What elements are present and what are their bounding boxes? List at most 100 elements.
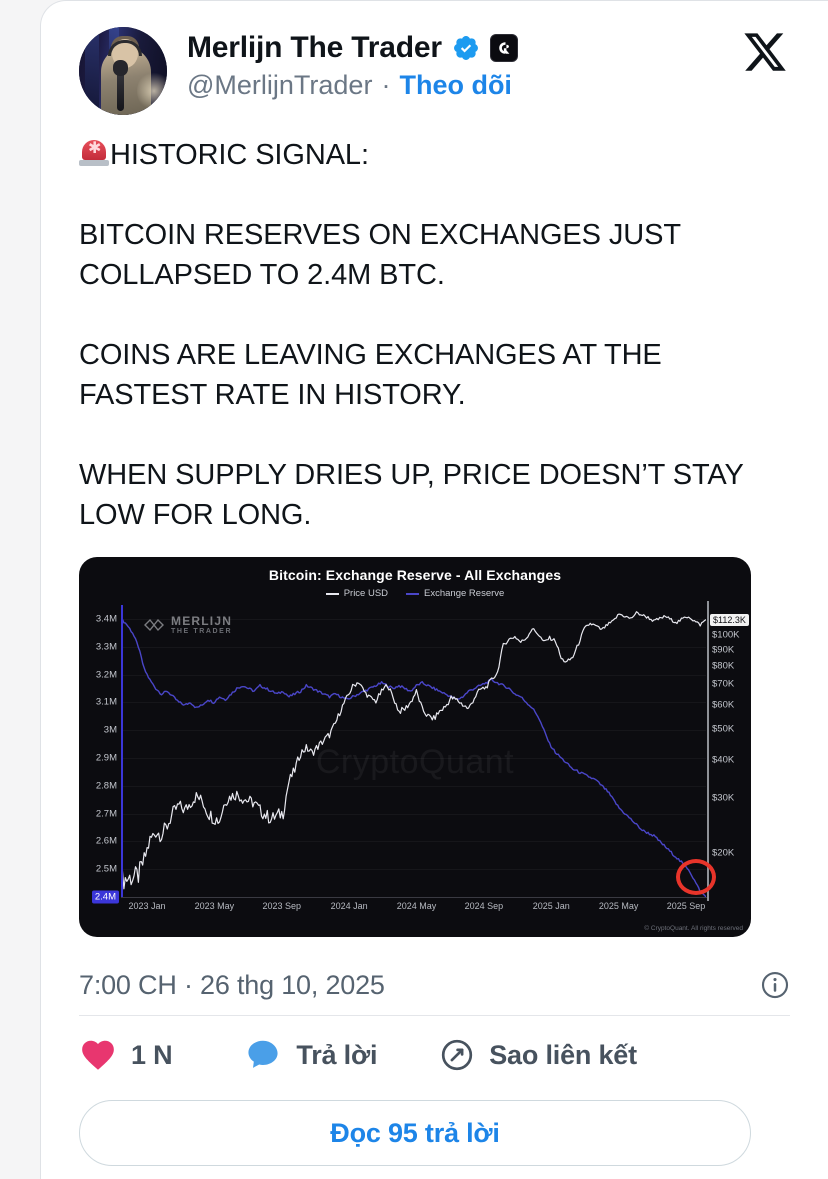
chart-gridline: [121, 702, 706, 704]
avatar[interactable]: [79, 27, 167, 115]
legend-label-price: Price USD: [343, 588, 389, 599]
tweet-timestamp: 7:00 CH · 26 thg 10, 2025: [79, 969, 385, 1000]
rotating-light-siren-emoji: ✱: [79, 138, 109, 168]
chart-copyright: © CryptoQuant. All rights reserved: [644, 925, 743, 932]
cryptoquant-watermark: CryptoQuant: [315, 743, 515, 781]
cryptoquant-affiliate-badge-icon[interactable]: [489, 34, 518, 62]
x-axis-tick: 2024 Sep: [464, 901, 504, 911]
watermark-line-2: THE TRADER: [171, 628, 233, 635]
tweet-header: Merlijn The Trader @MerlijnTrader ·: [79, 1, 790, 119]
chart-series-price: [121, 611, 706, 891]
legend-swatch-price: [325, 592, 339, 595]
y-axis-left-tick: 3.4M: [95, 613, 117, 625]
y-axis-right-tick: $80K: [712, 660, 735, 671]
collapse-annotation-circle: [676, 859, 716, 895]
y-axis-left-tick: 2.5M: [95, 863, 117, 875]
legend-label-reserve: Exchange Reserve: [424, 588, 505, 599]
chart-gridline: [121, 841, 706, 843]
y-axis-left-tick: 2.9M: [95, 752, 117, 764]
chart-gridline: [121, 869, 706, 871]
chart-series-layer: [121, 611, 706, 897]
chart-x-axis: 2023 Jan 2023 May 2023 Sep 2024 Jan 2024 May…: [121, 901, 706, 917]
legend-swatch-reserve: [406, 592, 420, 595]
infinity-logo-icon: [144, 618, 164, 632]
y-axis-right-tick: $60K: [712, 699, 735, 710]
chart-gridline: [121, 785, 706, 787]
x-axis-tick: 2023 Jan: [128, 901, 166, 911]
paragraph-spacer: [79, 415, 790, 455]
chart-bottom-axis-line: [121, 897, 707, 898]
chart-gridline: [121, 813, 706, 815]
y-axis-right-tick: $50K: [712, 723, 735, 735]
reply-button[interactable]: Trả lời: [244, 1036, 377, 1074]
y-axis-left-tick: 2.4M: [91, 890, 119, 904]
avatar-light-glow: [137, 71, 167, 111]
avatar-backdrop-stripe: [85, 27, 99, 115]
x-axis-tick: 2023 May: [194, 901, 235, 911]
account-identity: Merlijn The Trader @MerlijnTrader ·: [187, 27, 518, 101]
chart-left-axis-line: [121, 605, 123, 897]
legend-item-reserve: Exchange Reserve: [406, 588, 504, 599]
y-axis-right-tick: $90K: [712, 644, 735, 655]
name-row: Merlijn The Trader: [187, 31, 518, 65]
y-axis-left-tick: 2.7M: [95, 808, 117, 820]
read-replies-label: Đọc 95 trả lời: [330, 1117, 500, 1148]
tweet-body: ✱ HISTORIC SIGNAL: BITCOIN RESERVES ON EX…: [79, 135, 790, 535]
like-button[interactable]: 1 N: [79, 1036, 173, 1074]
watermark-line-1: MERLIJN: [171, 614, 233, 628]
display-name[interactable]: Merlijn The Trader: [187, 31, 442, 64]
tweet-meta-row: 7:00 CH · 26 thg 10, 2025: [79, 959, 790, 1011]
tweet-line-2: BITCOIN RESERVES ON EXCHANGES JUST COLLA…: [79, 219, 681, 291]
info-circle-icon[interactable]: [760, 970, 790, 1000]
handle-row: @MerlijnTrader · Theo dõi: [187, 70, 518, 101]
y-axis-left-tick: 3.1M: [95, 696, 117, 708]
tweet-line-1-text: HISTORIC SIGNAL:: [110, 139, 369, 171]
y-axis-left-tick: 3.3M: [95, 641, 117, 653]
chart-y-axis-right: $112.3K $100K $90K $80K $70K $60K $50K $40K $30K…: [709, 605, 751, 897]
chart-gridline: [121, 758, 706, 759]
x-axis-tick: 2023 Sep: [262, 901, 302, 911]
y-axis-right-tick: $70K: [712, 678, 735, 690]
chart-gridline: [121, 646, 706, 648]
tweet-card: Merlijn The Trader @MerlijnTrader ·: [40, 0, 828, 1179]
chart-gridline: [121, 674, 706, 676]
heart-icon: [82, 1040, 114, 1070]
chart-gridline: [121, 730, 706, 732]
y-axis-left-tick: 3M: [103, 724, 117, 736]
meta-divider: [79, 1015, 790, 1016]
link-icon: [442, 1039, 473, 1071]
legend-item-price: Price USD: [325, 588, 389, 599]
y-axis-right-tick: $100K: [712, 629, 740, 641]
like-count: 1 N: [131, 1039, 173, 1070]
avatar-microphone: [117, 65, 124, 111]
x-axis-tick: 2025 Sep: [666, 901, 706, 911]
chart-gridline: [121, 618, 706, 620]
paragraph-spacer: [79, 295, 790, 335]
account-handle[interactable]: @MerlijnTrader: [187, 70, 373, 100]
chart-legend: Price USD Exchange Reserve: [79, 588, 751, 599]
avatar-microphone-head: [113, 60, 128, 76]
tweet-line-4: WHEN SUPPLY DRIES UP, PRICE DOESN’T STAY…: [79, 459, 744, 531]
separator-dot: ·: [381, 70, 391, 100]
copy-link-label: Sao liên kết: [489, 1039, 637, 1070]
y-axis-right-tick: $40K: [712, 754, 735, 765]
verified-badge-icon: [453, 36, 478, 60]
speech-bubble-icon: [248, 1040, 278, 1068]
chart-image[interactable]: Bitcoin: Exchange Reserve - All Exchange…: [79, 557, 751, 937]
x-axis-tick: 2025 May: [598, 901, 639, 911]
x-logo-icon[interactable]: [742, 29, 788, 75]
chart-y-axis-left: 3.4M 3.3M 3.2M 3.1M 3M 2.9M 2.8M 2.7M 2.6M 2.5M 2.…: [79, 605, 121, 904]
tweet-actions: 1 N Trả lời Sao liên kết: [79, 1016, 790, 1094]
copy-link-button[interactable]: Sao liên kết: [439, 1037, 637, 1073]
read-replies-button[interactable]: Đọc 95 trả lời: [79, 1100, 751, 1166]
y-axis-left-tick: 2.6M: [95, 835, 117, 847]
follow-button[interactable]: Theo dõi: [399, 70, 512, 100]
reply-label: Trả lời: [296, 1039, 378, 1070]
y-axis-right-tick: $112.3K: [710, 613, 749, 626]
tweet-line-3: COINS ARE LEAVING EXCHANGES AT THE FASTE…: [79, 339, 662, 411]
y-axis-right-tick: $30K: [712, 792, 735, 804]
chart-plot-area: [121, 605, 706, 898]
x-axis-tick: 2024 Jan: [330, 901, 368, 911]
x-axis-tick: 2024 May: [396, 901, 437, 911]
